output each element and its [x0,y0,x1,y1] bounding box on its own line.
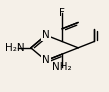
Text: N: N [42,30,50,40]
Text: NH₂: NH₂ [52,62,72,72]
Text: H₂N: H₂N [5,43,25,53]
Text: N: N [42,55,50,66]
Text: F: F [59,8,65,18]
